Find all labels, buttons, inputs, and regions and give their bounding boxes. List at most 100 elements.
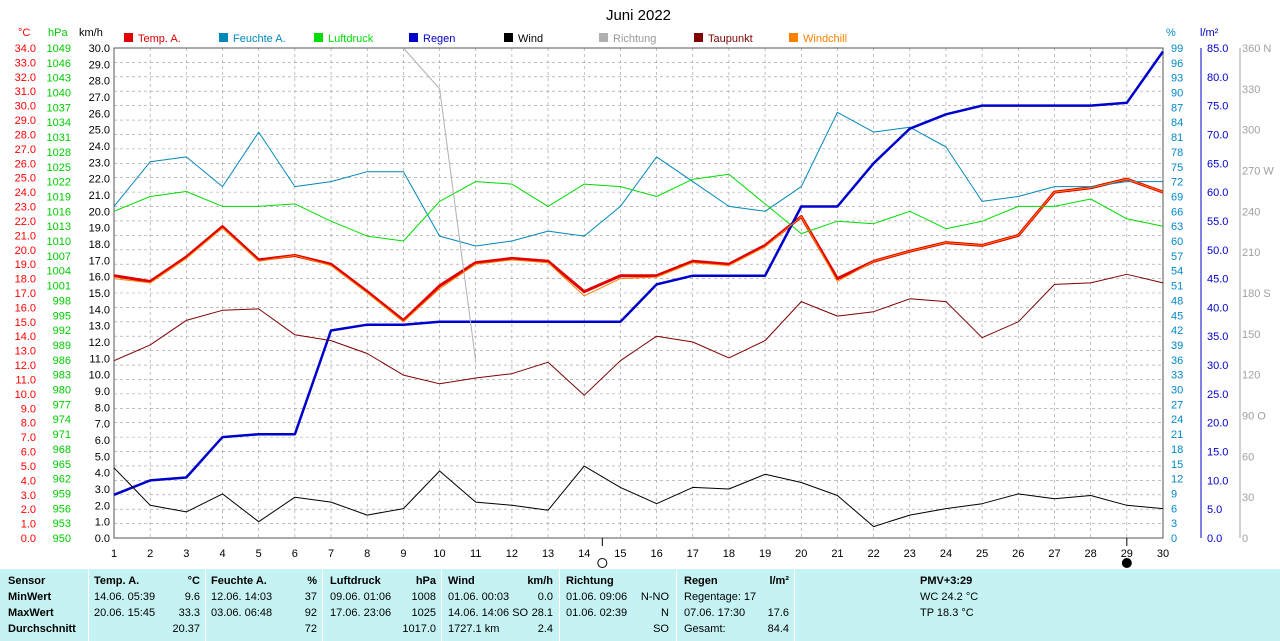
- wind-tick-label: 28.0: [89, 76, 110, 88]
- legend-label: Wind: [518, 33, 543, 45]
- humidity-tick-label: 81: [1171, 132, 1183, 144]
- pressure-tick-label: 1019: [47, 191, 71, 203]
- humidity-tick-label: 72: [1171, 177, 1183, 189]
- direction-tick-label: 0: [1242, 533, 1248, 545]
- wind-tick-label: 10.0: [89, 370, 110, 382]
- wind-tick-label: 20.0: [89, 206, 110, 218]
- humidity-tick-label: 3: [1171, 518, 1177, 530]
- temp-tick-label: 25.0: [15, 173, 36, 185]
- pressure-tick-label: 1022: [47, 177, 71, 189]
- direction-tick-label: 60: [1242, 451, 1254, 463]
- wind-axis-unit: km/h: [79, 27, 103, 39]
- temp-tick-label: 26.0: [15, 158, 36, 170]
- x-tick-label: 25: [976, 548, 988, 560]
- legend-swatch: [504, 33, 513, 42]
- pressure-tick-label: 1013: [47, 221, 71, 233]
- temp-tick-label: 32.0: [15, 72, 36, 84]
- x-tick-label: 2: [147, 548, 153, 560]
- stats-humidity-title: Feuchte A.: [211, 575, 267, 587]
- humidity-tick-label: 99: [1171, 43, 1183, 55]
- humidity-tick-label: 45: [1171, 310, 1183, 322]
- series-line-windchill: [113, 178, 1164, 323]
- humidity-tick-label: 66: [1171, 206, 1183, 218]
- wind-tick-label: 17.0: [89, 255, 110, 267]
- stats-dewpoint: TP 18.3 °C: [920, 607, 974, 619]
- stats-rain-total-label: Gesamt:: [684, 623, 726, 635]
- stats-pressure-max: 1025: [411, 607, 436, 619]
- humidity-tick-label: 51: [1171, 281, 1183, 293]
- wind-tick-label: 25.0: [89, 125, 110, 137]
- pressure-tick-label: 1049: [47, 43, 71, 55]
- plot-border: [113, 47, 1164, 539]
- stats-humidity-max: 92: [304, 607, 317, 619]
- rain-tick-label: 0.0: [1207, 533, 1222, 545]
- rain-axis-unit: l/m²: [1200, 27, 1219, 39]
- pressure-tick-label: 953: [53, 518, 71, 530]
- temp-tick-label: 9.0: [21, 403, 36, 415]
- stats-rain-column: Regen l/m² Regentage: 17 07.06. 17:30 17…: [684, 569, 789, 641]
- wind-tick-label: 1.0: [95, 517, 110, 529]
- humidity-tick-label: 84: [1171, 117, 1183, 129]
- wind-tick-label: 6.0: [95, 435, 110, 447]
- pressure-tick-label: 1016: [47, 206, 71, 218]
- direction-tick-label: 270 W: [1242, 166, 1274, 178]
- stats-pressure-unit: hPa: [415, 575, 436, 587]
- legend-item: Regen: [409, 33, 455, 45]
- stats-divider: [88, 569, 89, 641]
- x-tick-label: 3: [183, 548, 189, 560]
- rain-tick-label: 45.0: [1207, 274, 1228, 286]
- wind-tick-label: 23.0: [89, 157, 110, 169]
- x-tick-label: 27: [1048, 548, 1060, 560]
- wind-tick-label: 22.0: [89, 174, 110, 186]
- temp-tick-label: 29.0: [15, 115, 36, 127]
- x-tick-label: 5: [256, 548, 262, 560]
- pressure-tick-label: 983: [53, 370, 71, 382]
- x-tick-label: 21: [831, 548, 843, 560]
- wind-tick-label: 0.0: [95, 533, 110, 545]
- pressure-tick-label: 986: [53, 355, 71, 367]
- rain-tick-label: 25.0: [1207, 389, 1228, 401]
- stats-rain-title: Regen: [684, 575, 718, 587]
- series-line-luftdruck: [113, 173, 1164, 242]
- x-tick-label: 14: [578, 548, 590, 560]
- stats-wind-max-date: 14.06. 14:06 SO: [448, 607, 529, 619]
- pressure-tick-label: 959: [53, 488, 71, 500]
- stats-divider: [559, 569, 560, 641]
- stats-temp-avg: 20.37: [172, 623, 200, 635]
- pressure-axis-unit: hPa: [48, 27, 68, 39]
- stats-min-label: MinWert: [8, 591, 52, 603]
- rain-tick-label: 10.0: [1207, 475, 1228, 487]
- x-tick-label: 8: [364, 548, 370, 560]
- legend-swatch: [124, 33, 133, 42]
- x-tick-label: 22: [867, 548, 879, 560]
- stats-pressure-title: Luftdruck: [330, 575, 381, 587]
- stats-direction-max: N: [661, 607, 669, 619]
- x-tick-label: 28: [1085, 548, 1097, 560]
- legend-swatch: [219, 33, 228, 42]
- legend-item: Luftdruck: [314, 33, 374, 45]
- wind-tick-label: 13.0: [89, 321, 110, 333]
- moon-new-icon: [597, 558, 608, 568]
- moon-full-icon: [1121, 558, 1132, 568]
- pressure-tick-label: 992: [53, 325, 71, 337]
- direction-tick-label: 240: [1242, 206, 1260, 218]
- temp-tick-label: 28.0: [15, 129, 36, 141]
- wind-tick-label: 15.0: [89, 288, 110, 300]
- stats-rain-total: 84.4: [767, 623, 789, 635]
- rain-tick-label: 80.0: [1207, 72, 1228, 84]
- series-line-feuchte-a: [113, 111, 1163, 247]
- direction-tick-label: 120: [1242, 370, 1260, 382]
- rain-tick-label: 5.0: [1207, 504, 1222, 516]
- legend-item: Wind: [504, 33, 543, 45]
- stats-temp-unit: °C: [187, 575, 200, 587]
- stats-divider: [205, 569, 206, 641]
- direction-tick-label: 180 S: [1242, 288, 1271, 300]
- x-tick-label: 12: [506, 548, 518, 560]
- legend-item: Taupunkt: [694, 33, 753, 45]
- pressure-tick-label: 1040: [47, 88, 71, 100]
- humidity-tick-label: 27: [1171, 399, 1183, 411]
- legend-item: Temp. A.: [124, 33, 181, 45]
- humidity-tick-label: 87: [1171, 102, 1183, 114]
- temp-tick-label: 2.0: [21, 504, 36, 516]
- rain-tick-label: 30.0: [1207, 360, 1228, 372]
